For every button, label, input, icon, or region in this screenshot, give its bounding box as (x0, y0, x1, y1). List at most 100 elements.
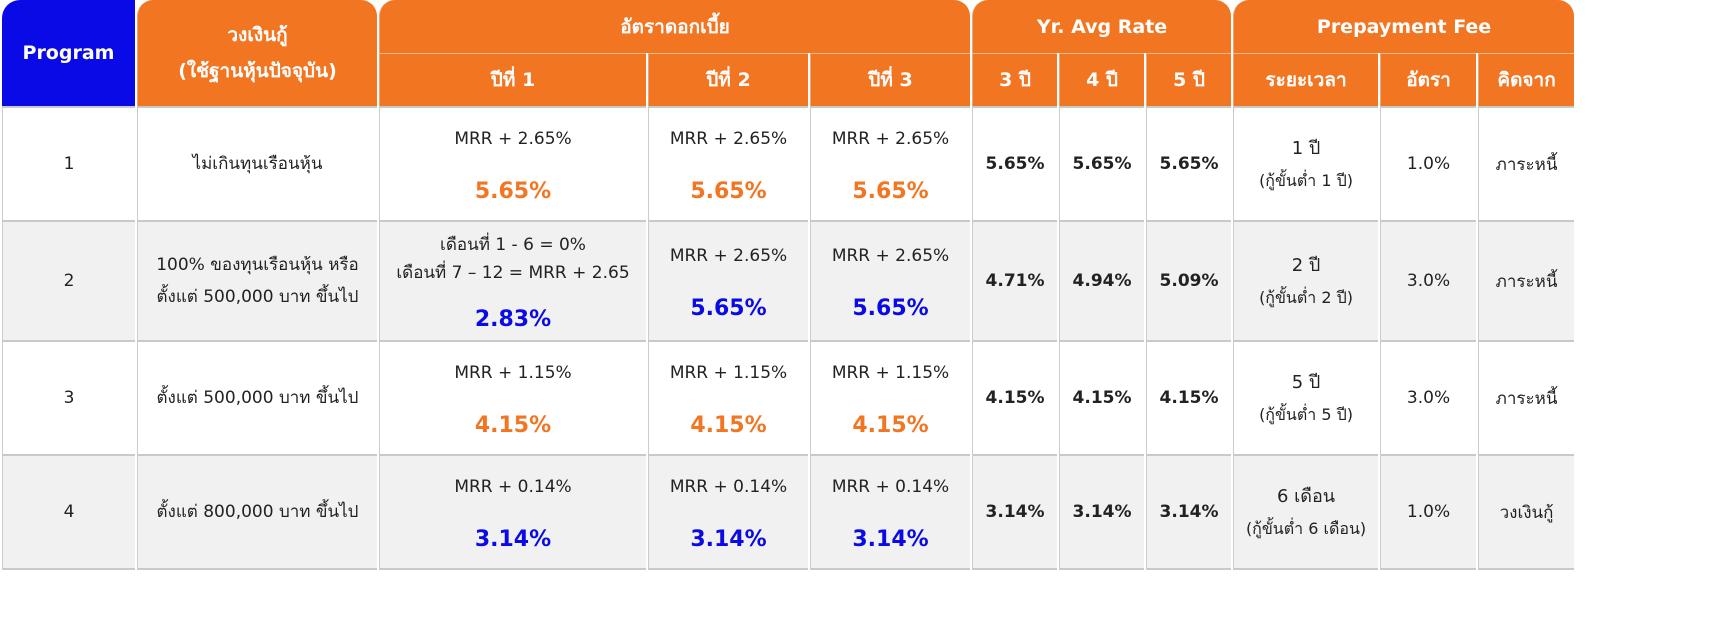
year-2-formula: MRR + 2.65% (669, 245, 788, 266)
year-3-formula: MRR + 0.14% (831, 476, 950, 497)
program-number: 3 (2, 340, 135, 454)
loan-limit-cell: ตั้งแต่ 500,000 บาท ขึ้นไป (137, 340, 377, 454)
year-1-cell: MRR + 1.15% 4.15% (379, 340, 646, 454)
table-row: 3 ตั้งแต่ 500,000 บาท ขึ้นไป MRR + 1.15%… (2, 340, 1575, 454)
header-loan-limit: วงเงินกู้ (ใช้ฐานหุ้นปัจจุบัน) (137, 0, 377, 106)
avg-4-years-rate: 4.94% (1059, 220, 1145, 340)
year-1-cell: เดือนที่ 1 - 6 = 0% เดือนที่ 7 – 12 = MR… (379, 220, 646, 340)
year-2-rate: 4.15% (690, 412, 767, 438)
loan-limit-cell: ไม่เกินทุนเรือนหุ้น (137, 106, 377, 220)
year-1-cell: MRR + 0.14% 3.14% (379, 454, 646, 570)
year-2-formula: MRR + 0.14% (669, 476, 788, 497)
loan-limit-cell: 100% ของทุนเรือนหุ้น หรือ ตั้งแต่ 500,00… (137, 220, 377, 340)
header-loan-limit-title: วงเงินกู้ (227, 24, 288, 46)
year-3-rate: 5.65% (852, 295, 929, 321)
header-loan-limit-note: (ใช้ฐานหุ้นปัจจุบัน) (178, 60, 337, 82)
header-avg-3-years: 3 ปี (972, 53, 1058, 106)
header-year-2: ปีที่ 2 (648, 53, 808, 106)
year-1-formula: เดือนที่ 1 - 6 = 0% (440, 234, 586, 255)
fee-rate: 3.0% (1380, 220, 1477, 340)
year-3-formula: MRR + 2.65% (831, 245, 950, 266)
year-3-cell: MRR + 0.14% 3.14% (810, 454, 971, 570)
header-prepayment-fee: Prepayment Fee (1233, 0, 1575, 53)
header-avg-5-years: 5 ปี (1146, 53, 1232, 106)
table-row: 2 100% ของทุนเรือนหุ้น หรือ ตั้งแต่ 500,… (2, 220, 1575, 340)
fee-period-cell: 5 ปี (กู้ขั้นต่ำ 5 ปี) (1233, 340, 1379, 454)
table-row: 1 ไม่เกินทุนเรือนหุ้น MRR + 2.65% 5.65% … (2, 106, 1575, 220)
year-3-cell: MRR + 2.65% 5.65% (810, 220, 971, 340)
year-2-rate: 5.65% (690, 295, 767, 321)
avg-5-years-rate: 3.14% (1146, 454, 1232, 570)
year-2-cell: MRR + 2.65% 5.65% (648, 220, 808, 340)
fee-period-minimum: (กู้ขั้นต่ำ 1 ปี) (1259, 171, 1353, 190)
fee-period-minimum: (กู้ขั้นต่ำ 2 ปี) (1259, 288, 1353, 307)
header-interest-rate: อัตราดอกเบี้ย (379, 0, 971, 53)
fee-period: 2 ปี (1291, 255, 1321, 276)
avg-4-years-rate: 5.65% (1059, 106, 1145, 220)
year-3-formula: MRR + 2.65% (831, 128, 950, 149)
fee-rate: 1.0% (1380, 454, 1477, 570)
avg-4-years-rate: 4.15% (1059, 340, 1145, 454)
year-1-rate: 2.83% (474, 306, 552, 332)
year-1-formula: MRR + 0.14% (454, 476, 572, 497)
year-3-rate: 3.14% (852, 526, 929, 552)
fee-basis: ภาระหนี้ (1478, 106, 1575, 220)
avg-5-years-rate: 5.09% (1146, 220, 1232, 340)
fee-period-cell: 2 ปี (กู้ขั้นต่ำ 2 ปี) (1233, 220, 1379, 340)
program-number: 4 (2, 454, 135, 570)
loan-limit-text: ตั้งแต่ 500,000 บาท ขึ้นไป (156, 388, 359, 408)
avg-3-years-rate: 4.15% (972, 340, 1058, 454)
year-1-formula: MRR + 1.15% (454, 362, 572, 383)
avg-3-years-rate: 4.71% (972, 220, 1058, 340)
header-year-3: ปีที่ 3 (810, 53, 971, 106)
year-2-formula: MRR + 2.65% (669, 128, 788, 149)
year-2-rate: 3.14% (690, 526, 767, 552)
year-3-cell: MRR + 2.65% 5.65% (810, 106, 971, 220)
fee-basis: ภาระหนี้ (1478, 220, 1575, 340)
fee-rate: 1.0% (1380, 106, 1477, 220)
fee-basis: ภาระหนี้ (1478, 340, 1575, 454)
fee-period: 5 ปี (1291, 372, 1321, 393)
year-1-cell: MRR + 2.65% 5.65% (379, 106, 646, 220)
year-1-formula: MRR + 2.65% (454, 128, 572, 149)
header-fee-rate: อัตรา (1380, 53, 1477, 106)
header-yearly-average-rate: Yr. Avg Rate (972, 0, 1232, 53)
program-number: 2 (2, 220, 135, 340)
header-program: Program (2, 0, 135, 106)
year-2-formula: MRR + 1.15% (669, 362, 788, 383)
fee-basis: วงเงินกู้ (1478, 454, 1575, 570)
avg-4-years-rate: 3.14% (1059, 454, 1145, 570)
avg-5-years-rate: 5.65% (1146, 106, 1232, 220)
header-fee-basis: คิดจาก (1478, 53, 1575, 106)
fee-period-cell: 6 เดือน (กู้ขั้นต่ำ 6 เดือน) (1233, 454, 1379, 570)
year-2-rate: 5.65% (690, 178, 767, 204)
year-2-cell: MRR + 2.65% 5.65% (648, 106, 808, 220)
fee-period: 1 ปี (1291, 138, 1321, 159)
loan-limit-text-line-2: ตั้งแต่ 500,000 บาท ขึ้นไป (156, 287, 359, 307)
avg-3-years-rate: 3.14% (972, 454, 1058, 570)
year-3-rate: 5.65% (852, 178, 929, 204)
year-3-cell: MRR + 1.15% 4.15% (810, 340, 971, 454)
loan-limit-cell: ตั้งแต่ 800,000 บาท ขึ้นไป (137, 454, 377, 570)
fee-period-minimum: (กู้ขั้นต่ำ 6 เดือน) (1245, 519, 1367, 538)
loan-limit-text: ไม่เกินทุนเรือนหุ้น (192, 154, 323, 174)
year-1-rate: 5.65% (474, 178, 552, 204)
program-number: 1 (2, 106, 135, 220)
loan-limit-text: 100% ของทุนเรือนหุ้น หรือ (156, 255, 359, 275)
loan-limit-text: ตั้งแต่ 800,000 บาท ขึ้นไป (156, 502, 359, 522)
fee-rate: 3.0% (1380, 340, 1477, 454)
avg-5-years-rate: 4.15% (1146, 340, 1232, 454)
year-2-cell: MRR + 0.14% 3.14% (648, 454, 808, 570)
year-1-formula-line-2: เดือนที่ 7 – 12 = MRR + 2.65 (396, 262, 630, 283)
loan-rate-table-container: Program วงเงินกู้ (ใช้ฐานหุ้นปัจจุบัน) อ… (2, 0, 1575, 570)
year-3-rate: 4.15% (852, 412, 929, 438)
loan-rate-table: Program วงเงินกู้ (ใช้ฐานหุ้นปัจจุบัน) อ… (2, 0, 1575, 570)
year-2-cell: MRR + 1.15% 4.15% (648, 340, 808, 454)
fee-period: 6 เดือน (1276, 486, 1336, 507)
header-year-1: ปีที่ 1 (379, 53, 646, 106)
year-1-rate: 4.15% (474, 412, 552, 438)
year-1-rate: 3.14% (474, 526, 552, 552)
header-fee-period: ระยะเวลา (1233, 53, 1379, 106)
year-3-formula: MRR + 1.15% (831, 362, 950, 383)
fee-period-cell: 1 ปี (กู้ขั้นต่ำ 1 ปี) (1233, 106, 1379, 220)
